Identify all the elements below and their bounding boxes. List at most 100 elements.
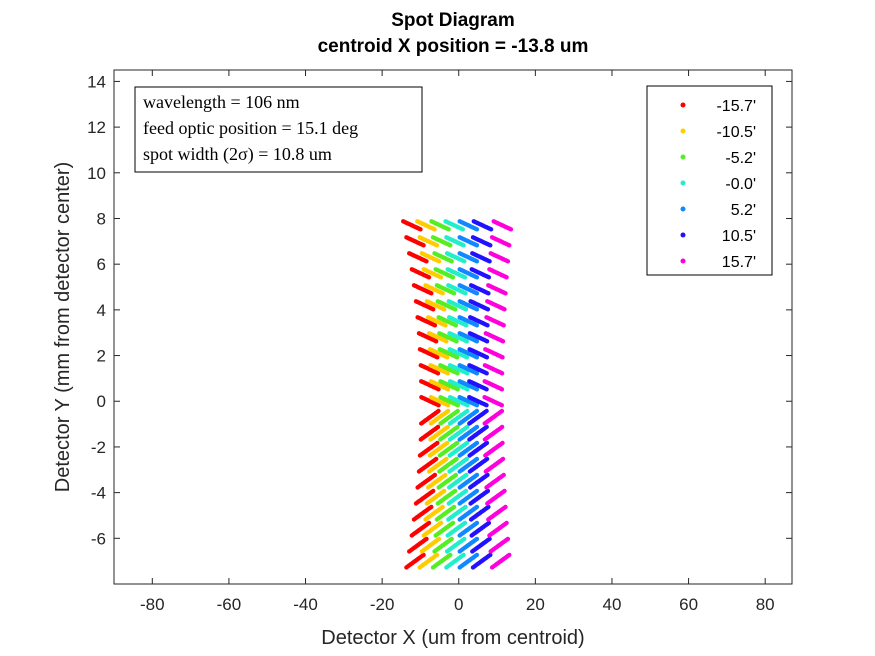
- series-1-points: [415, 219, 451, 570]
- spot-point: [445, 424, 450, 430]
- spot-point: [455, 387, 460, 392]
- spot-point: [474, 323, 480, 328]
- spot-point: [440, 504, 445, 510]
- spot-point: [451, 504, 457, 510]
- y-tick-label: 2: [97, 347, 106, 366]
- spot-point: [436, 387, 441, 392]
- spot-point: [474, 339, 480, 344]
- spot-point: [500, 355, 505, 360]
- spot-point: [499, 387, 505, 392]
- spot-point: [485, 472, 490, 478]
- spot-point: [485, 488, 491, 494]
- spot-point: [448, 552, 453, 558]
- spot-point: [484, 339, 490, 344]
- y-tick-label: 14: [87, 72, 106, 91]
- spot-point: [504, 275, 509, 280]
- spot-point: [474, 472, 480, 478]
- spot-point: [448, 243, 453, 248]
- y-tick-label: 4: [97, 301, 106, 320]
- spot-point: [434, 339, 439, 344]
- spot-point: [499, 424, 505, 430]
- spot-point: [505, 259, 511, 264]
- spot-point: [464, 355, 470, 360]
- spot-point: [465, 403, 470, 408]
- y-tick-label: 10: [87, 164, 106, 183]
- annotation-box: wavelength = 106 nm feed optic position …: [134, 86, 423, 173]
- spot-point: [435, 371, 441, 376]
- spot-point: [484, 424, 489, 430]
- spot-point: [463, 504, 468, 510]
- x-tick-label: -40: [293, 595, 318, 614]
- legend-frame: [646, 85, 773, 276]
- spot-point: [504, 520, 509, 526]
- spot-point: [436, 403, 441, 408]
- y-tick-label: -2: [91, 438, 106, 457]
- y-tick-label: 12: [87, 118, 106, 137]
- y-tick-label: 8: [97, 209, 106, 228]
- spot-point: [484, 408, 489, 414]
- y-tick-label: -4: [91, 484, 106, 503]
- x-tick-label: 80: [756, 595, 775, 614]
- x-axis-label: Detector X (um from centroid): [321, 627, 584, 649]
- spot-point: [443, 323, 448, 328]
- spot-point: [465, 424, 470, 430]
- spot-point: [455, 408, 460, 414]
- spot-point: [454, 339, 459, 344]
- spot-point: [446, 227, 451, 232]
- spot-point: [432, 472, 438, 478]
- spot-point: [474, 387, 480, 392]
- spot-point: [464, 323, 469, 328]
- spot-point: [444, 456, 449, 462]
- legend-label-5: 10.5': [722, 228, 756, 245]
- legend-marker-6: [680, 258, 686, 264]
- x-axis-ticks: -80 -60 -40 -20 0 20 40 60 80: [140, 70, 775, 614]
- spot-point: [464, 472, 469, 478]
- spot-point: [421, 243, 426, 248]
- spot-point: [499, 408, 505, 414]
- legend-label-6: 15.7': [722, 254, 756, 271]
- spot-point: [434, 456, 439, 462]
- x-tick-label: 0: [454, 595, 463, 614]
- spot-point: [465, 387, 470, 392]
- spot-point: [508, 227, 514, 232]
- legend-label-0: -15.7': [716, 98, 756, 115]
- spot-point: [507, 243, 512, 248]
- spot-point: [474, 275, 480, 280]
- spot-point: [431, 307, 436, 312]
- y-axis-label: Detector Y (mm from detector center): [52, 162, 74, 492]
- spot-point: [474, 371, 480, 376]
- spot-point: [499, 371, 505, 376]
- spot-point: [474, 424, 480, 430]
- spot-point: [445, 355, 450, 360]
- spot-point: [474, 488, 480, 494]
- x-tick-label: 60: [679, 595, 698, 614]
- legend-marker-4: [680, 206, 686, 212]
- spot-point: [461, 552, 466, 558]
- spot-point: [484, 387, 489, 392]
- spot-point: [435, 355, 440, 360]
- y-axis-ticks: -6 -4 -2 0 2 4 6 8 10 12 14: [87, 72, 792, 548]
- spot-point: [461, 243, 466, 248]
- spot-point: [421, 552, 426, 558]
- points-layer: [401, 219, 514, 570]
- spot-point: [474, 504, 480, 510]
- spot-point: [488, 552, 493, 558]
- spot-point: [502, 307, 507, 312]
- spot-point: [462, 520, 468, 526]
- spot-point: [474, 536, 480, 542]
- chart-subtitle: centroid X position = -13.8 um: [318, 36, 589, 57]
- spot-point: [438, 520, 444, 526]
- spot-point: [487, 536, 492, 542]
- x-tick-label: -80: [140, 595, 165, 614]
- spot-point: [424, 536, 429, 542]
- spot-point: [500, 456, 506, 462]
- spot-point: [442, 488, 447, 494]
- spot-point: [436, 259, 442, 264]
- x-tick-label: -20: [370, 595, 395, 614]
- legend-marker-3: [680, 180, 686, 186]
- spot-point: [450, 520, 456, 526]
- spot-point: [424, 259, 429, 264]
- spot-point: [474, 291, 480, 296]
- spot-point: [443, 472, 448, 478]
- spot-point: [484, 403, 489, 408]
